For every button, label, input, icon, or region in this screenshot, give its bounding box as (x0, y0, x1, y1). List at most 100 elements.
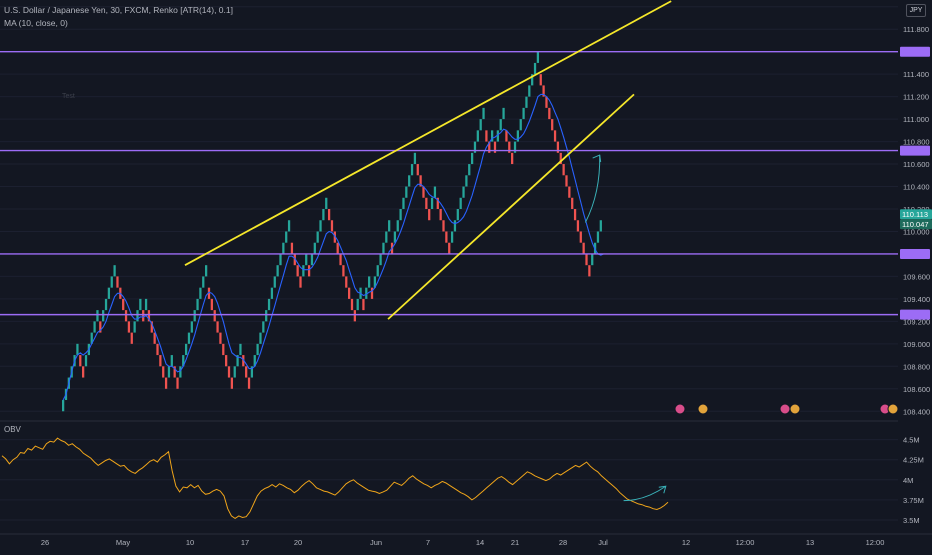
renko-brick (582, 242, 585, 254)
renko-brick (485, 130, 488, 142)
renko-brick (79, 355, 82, 367)
price-tick-label: 108.400 (903, 407, 930, 416)
renko-brick (285, 231, 288, 243)
price-tick-label: 111.000 (903, 115, 929, 124)
renko-brick (253, 355, 256, 367)
renko-brick (287, 220, 291, 232)
renko-brick (82, 366, 85, 378)
renko-brick (433, 186, 437, 198)
renko-brick (571, 197, 574, 209)
renko-brick (456, 209, 459, 221)
chart-note: Test (62, 93, 75, 100)
time-tick-label: May (116, 538, 130, 547)
renko-brick (405, 186, 408, 198)
renko-brick (90, 332, 93, 344)
renko-brick (187, 332, 191, 344)
renko-brick (99, 321, 102, 333)
trendline (184, 0, 672, 266)
renko-brick (439, 209, 442, 221)
renko-brick (156, 343, 159, 356)
renko-brick (528, 85, 531, 97)
level-price-tag (900, 309, 930, 320)
ma-line-path (62, 93, 604, 401)
time-tick-label: 20 (294, 538, 302, 547)
renko-brick (150, 321, 153, 333)
obv-tick-label: 3.75M (903, 496, 924, 505)
obv-pane (0, 420, 932, 521)
time-tick-label: 12 (682, 538, 690, 547)
renko-brick (491, 130, 494, 142)
renko-brick (207, 287, 211, 299)
renko-brick (233, 366, 236, 378)
renko-brick (222, 343, 225, 356)
symbol-title[interactable]: U.S. Dollar / Japanese Yen, 30, FXCM, Re… (4, 5, 233, 15)
price-tick-label: 108.600 (903, 385, 930, 394)
renko-brick (153, 332, 156, 344)
price-tick-label: 111.400 (903, 70, 929, 79)
renko-brick (533, 62, 537, 75)
price-tick-label: 109.000 (903, 340, 930, 349)
renko-brick (379, 253, 382, 266)
renko-brick (539, 74, 542, 86)
renko-brick (184, 343, 188, 356)
time-axis[interactable]: 26 May 10 17 20 Jun 7 14 21 28 Jul 12 12:00 13 12:00 (0, 533, 932, 547)
trendlines[interactable] (184, 0, 672, 320)
renko-brick (516, 130, 519, 142)
renko-brick (159, 355, 162, 367)
renko-brick (399, 209, 402, 221)
currency-badge[interactable]: JPY (906, 4, 926, 17)
event-icon (674, 403, 686, 415)
price-tick-label: 110.800 (903, 138, 930, 147)
renko-brick (273, 276, 276, 288)
renko-brick (536, 51, 540, 63)
event-icons[interactable] (674, 403, 899, 415)
renko-brick (313, 242, 316, 254)
renko-brick (396, 220, 399, 232)
renko-brick (84, 355, 88, 367)
renko-brick (333, 231, 336, 243)
renko-brick (305, 253, 308, 266)
renko-brick (591, 253, 594, 266)
renko-brick (319, 220, 322, 232)
renko-brick (596, 231, 600, 243)
renko-brick (76, 343, 79, 356)
time-tick-label: Jul (598, 538, 608, 547)
current-price-tag (900, 209, 932, 220)
renko-brick (522, 107, 525, 120)
renko-brick (356, 298, 359, 311)
renko-brick (330, 220, 334, 232)
renko-brick (525, 96, 528, 108)
renko-brick (213, 310, 216, 322)
renko-brick (336, 242, 339, 254)
renko-bricks (62, 51, 602, 412)
renko-brick (545, 96, 548, 108)
price-axis[interactable]: 108.400 108.600 108.800 109.000 109.200 109.4… (898, 0, 932, 550)
time-tick-label: 17 (241, 538, 249, 547)
renko-brick (559, 152, 562, 165)
renko-brick (93, 321, 96, 333)
obv-legend[interactable]: OBV (4, 425, 21, 434)
renko-brick (325, 197, 328, 209)
obv-tick-label: 4.5M (903, 436, 920, 445)
renko-brick (402, 197, 405, 209)
renko-brick (267, 298, 271, 311)
renko-brick (519, 119, 522, 131)
renko-brick (376, 265, 379, 277)
renko-brick (276, 265, 279, 277)
time-tick-label: 13 (806, 538, 814, 547)
ma-legend[interactable]: MA (10, close, 0) (4, 18, 68, 28)
renko-brick (502, 107, 505, 120)
renko-brick (422, 186, 425, 198)
renko-brick (462, 186, 465, 198)
renko-brick (428, 209, 431, 221)
renko-brick (205, 265, 208, 277)
renko-brick (190, 321, 193, 333)
time-tick-label: 21 (511, 538, 519, 547)
renko-brick (476, 130, 479, 142)
renko-brick (239, 343, 242, 356)
renko-brick (322, 209, 325, 221)
renko-brick (588, 265, 591, 277)
price-tick-label: 109.200 (903, 317, 930, 326)
renko-brick (553, 130, 557, 142)
